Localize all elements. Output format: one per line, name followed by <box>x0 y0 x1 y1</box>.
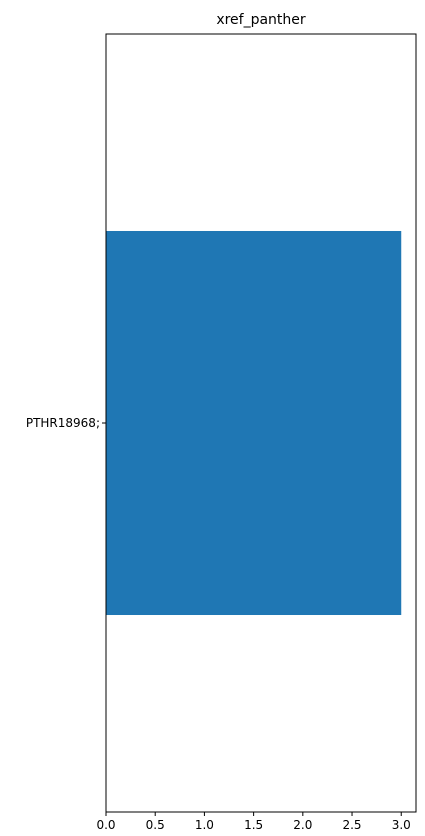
x-tick-label: 3.0 <box>392 818 411 832</box>
x-tick-label: 1.5 <box>244 818 263 832</box>
y-tick-label: PTHR18968; <box>26 416 100 430</box>
bar <box>106 230 402 616</box>
x-tick-label: 2.0 <box>293 818 312 832</box>
x-tick-label: 1.0 <box>195 818 214 832</box>
plot-area: PTHR18968; 0.0 0.5 1.0 1.5 2.0 2.5 3.0 <box>26 33 417 832</box>
plot-frame <box>105 33 417 813</box>
x-tick-label: 2.5 <box>342 818 361 832</box>
x-tick-label: 0.0 <box>96 818 115 832</box>
x-tick-label: 0.5 <box>146 818 165 832</box>
chart-title: xref_panther <box>216 12 306 28</box>
